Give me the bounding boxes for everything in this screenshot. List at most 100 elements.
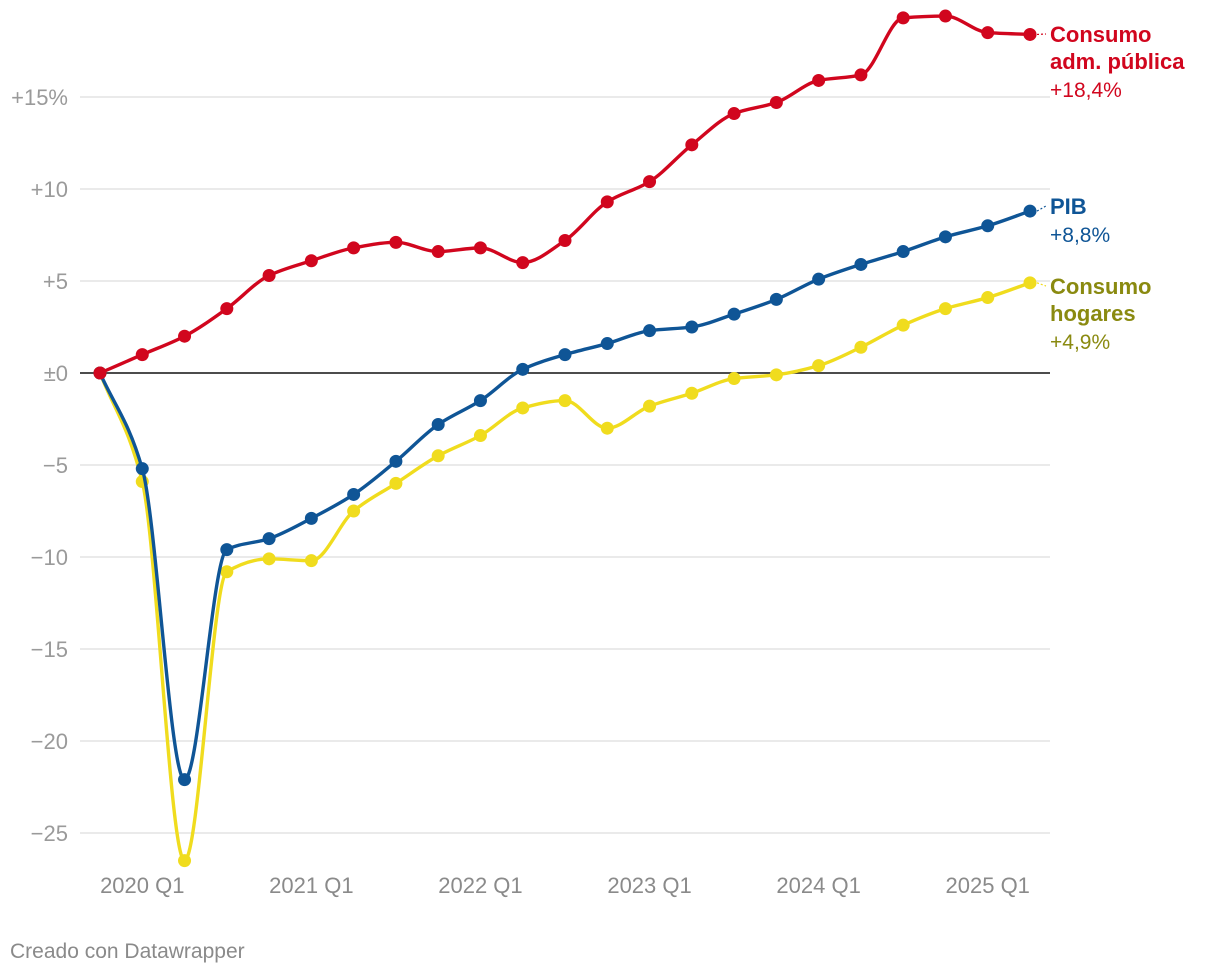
x-tick-label: 2024 Q1 [776,873,860,898]
data-point-pib [727,307,741,321]
series-end-value: +4,9% [1050,331,1110,354]
data-point-pib [643,324,657,338]
data-point-consumo-hogares [389,476,403,490]
data-point-consumo-hogares [600,421,614,435]
series-end-value: +8,8% [1050,224,1110,247]
data-point-consumo-adm-p-blica [178,329,192,343]
y-tick-label: +15% [11,85,68,110]
data-point-pib [262,532,276,546]
series-name-label: Consumo [1050,274,1151,299]
data-point-consumo-hogares [812,359,826,373]
data-point-consumo-hogares [769,368,783,382]
data-point-pib [600,337,614,351]
data-point-pib [1023,204,1037,218]
x-tick-label: 2023 Q1 [607,873,691,898]
data-point-pib [473,394,487,408]
label-connector [1036,282,1047,287]
data-point-consumo-adm-p-blica [304,254,318,268]
series-pib: PIB +8,8% [93,194,1110,787]
y-tick-label: −15 [31,637,68,662]
y-tick-label: −10 [31,545,68,570]
data-point-consumo-adm-p-blica [727,107,741,121]
data-point-pib [769,292,783,306]
data-point-consumo-adm-p-blica [600,195,614,209]
data-point-consumo-adm-p-blica [262,268,276,282]
data-point-pib [304,511,318,525]
series-line-consumo-adm-p-blica [98,14,1032,375]
series-name-label: Consumo [1050,22,1151,47]
data-point-consumo-adm-p-blica [473,241,487,255]
data-point-consumo-hogares [347,504,361,518]
data-point-consumo-adm-p-blica [347,241,361,255]
data-point-consumo-hogares [220,565,234,579]
data-point-consumo-hogares [516,401,530,415]
data-point-consumo-hogares [896,318,910,332]
data-point-pib [896,245,910,259]
y-tick-label: ±0 [44,361,68,386]
data-point-pib [685,320,699,334]
data-point-pib [431,418,445,432]
data-point-pib [938,230,952,244]
data-point-consumo-hogares [643,399,657,413]
data-point-consumo-adm-p-blica [812,73,826,87]
data-point-pib [558,348,572,362]
data-point-consumo-adm-p-blica [516,256,530,270]
series-name-label: PIB [1050,194,1087,219]
data-point-consumo-adm-p-blica [389,235,403,249]
data-point-consumo-hogares [1023,276,1037,290]
series-end-value: +18,4% [1050,79,1122,102]
data-point-consumo-adm-p-blica [685,138,699,152]
data-point-consumo-adm-p-blica [220,302,234,316]
x-axis: 2020 Q1 2021 Q1 2022 Q1 2023 Q1 2024 Q1 2025 … [100,873,1030,898]
series-name-label: adm. pública [1050,49,1185,74]
data-point-pib [347,487,361,501]
data-point-consumo-hogares [558,394,572,408]
data-point-consumo-hogares [727,372,741,386]
data-point-consumo-adm-p-blica [431,245,445,259]
data-point-pib [389,454,403,468]
x-tick-label: 2020 Q1 [100,873,184,898]
data-point-consumo-adm-p-blica [938,9,952,23]
end-label-pib: PIB +8,8% [1050,194,1110,247]
footer-credit: Creado con Datawrapper [10,940,245,963]
data-point-pib [516,362,530,376]
y-tick-label: −20 [31,729,68,754]
data-point-consumo-adm-p-blica [643,175,657,189]
data-point-consumo-adm-p-blica [981,26,995,40]
y-tick-label: −25 [31,821,68,846]
data-point-consumo-hogares [685,386,699,400]
data-point-consumo-adm-p-blica [896,11,910,25]
data-point-consumo-hogares [262,552,276,566]
series-name-label: hogares [1050,301,1136,326]
data-point-pib [981,219,995,233]
data-point-consumo-hogares [854,340,868,354]
data-point-consumo-hogares [431,449,445,463]
y-tick-label: +5 [43,269,68,294]
data-point-pib [178,773,192,787]
data-point-consumo-hogares [938,302,952,316]
y-tick-label: +10 [31,177,68,202]
data-point-pib [135,462,149,476]
data-point-consumo-adm-p-blica [93,366,107,380]
data-point-consumo-adm-p-blica [769,96,783,110]
data-point-consumo-hogares [178,854,192,868]
data-point-consumo-adm-p-blica [558,234,572,248]
x-tick-label: 2021 Q1 [269,873,353,898]
data-point-consumo-hogares [981,291,995,305]
y-gridlines: +15% +10 +5 ±0 −5 −10 −15 −20 −25 [11,85,1050,846]
data-point-pib [812,272,826,286]
x-tick-label: 2022 Q1 [438,873,522,898]
data-point-consumo-hogares [473,429,487,443]
data-point-consumo-adm-p-blica [1023,27,1037,41]
data-point-pib [220,543,234,557]
data-point-pib [854,257,868,271]
data-point-consumo-hogares [304,554,318,568]
label-connector [1036,205,1047,212]
data-point-consumo-adm-p-blica [135,348,149,362]
